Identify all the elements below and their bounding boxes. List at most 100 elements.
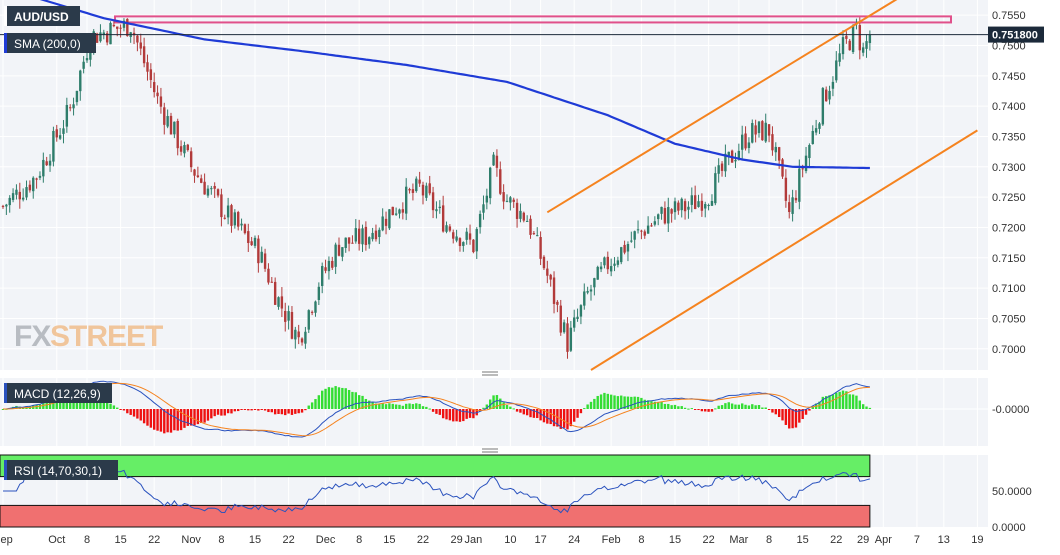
candle-body: [431, 192, 435, 211]
candle-body: [223, 217, 226, 219]
price-tick-label: 0.7050: [992, 313, 1026, 325]
candle-body: [596, 266, 599, 280]
candle-body: [284, 310, 287, 322]
macd-histogram-bar: [290, 409, 294, 415]
candle-body: [865, 41, 868, 49]
candle-body: [499, 169, 502, 194]
macd-histogram-bar: [616, 396, 620, 409]
candle-body: [216, 189, 220, 196]
candle-body: [620, 247, 623, 263]
macd-histogram-bar: [650, 401, 653, 409]
candle-body: [267, 268, 270, 283]
macd-histogram-bar: [633, 396, 636, 409]
time-tick-label: 22: [417, 534, 429, 546]
candle-body: [132, 32, 136, 36]
pane-resize-handle[interactable]: [482, 371, 498, 376]
time-tick-label: Dec: [316, 534, 336, 546]
macd-histogram-bar: [384, 404, 388, 409]
macd-histogram-bar: [69, 397, 72, 409]
candle-body: [791, 197, 794, 214]
candle-body: [277, 297, 280, 307]
candle-body: [825, 89, 828, 102]
macd-histogram-bar: [717, 405, 720, 409]
macd-histogram-bar: [798, 409, 801, 423]
candle-body: [835, 60, 838, 81]
rsi-legend-badge[interactable]: RSI (14,70,30,1): [4, 460, 118, 480]
candle-body: [455, 236, 458, 241]
candle-body: [99, 32, 102, 42]
logo-fx: FX: [14, 320, 51, 353]
macd-histogram-bar: [586, 404, 589, 409]
macd-histogram-bar: [804, 409, 808, 415]
macd-histogram-bar: [112, 405, 116, 409]
macd-histogram-bar: [626, 396, 630, 409]
candle-body: [193, 169, 196, 176]
candle-body: [294, 329, 297, 340]
macd-histogram-bar: [136, 409, 139, 419]
macd-histogram-bar: [294, 409, 297, 414]
candle-body: [307, 310, 310, 330]
macd-legend-badge[interactable]: MACD (12,26,9): [4, 383, 112, 403]
candle-body: [21, 197, 25, 200]
macd-histogram-bar: [253, 409, 257, 410]
macd-histogram-bar: [45, 402, 48, 409]
macd-histogram-bar: [431, 409, 435, 412]
macd-histogram-bar: [573, 409, 576, 422]
candle-body: [310, 311, 314, 313]
candle-body: [398, 209, 401, 214]
candle-body: [734, 160, 737, 162]
macd-histogram-bar: [341, 387, 344, 409]
macd-histogram-bar: [784, 409, 788, 425]
macd-histogram-bar: [381, 403, 384, 409]
macd-histogram-bar: [176, 409, 179, 431]
macd-histogram-bar: [314, 399, 317, 409]
candle-body: [85, 58, 89, 61]
macd-histogram-bar: [247, 409, 250, 411]
macd-histogram-bar: [599, 394, 603, 409]
time-tick-label: 17: [534, 534, 546, 546]
candle-body: [569, 327, 573, 351]
sma-legend-badge[interactable]: SMA (200,0): [4, 33, 96, 53]
trendline: [590, 129, 978, 371]
candle-body: [65, 104, 69, 127]
candle-body: [401, 209, 405, 213]
macd-histogram-bar: [606, 393, 609, 409]
candle-body: [169, 115, 173, 135]
macd-histogram-bar: [677, 406, 680, 409]
pane-resize-handle[interactable]: [482, 448, 498, 453]
macd-histogram-bar: [579, 409, 583, 414]
price-tick-label: 0.7250: [992, 192, 1026, 204]
candle-body: [714, 173, 717, 204]
candle-body: [576, 316, 579, 319]
fxstreet-logo: FX STREET: [14, 320, 164, 353]
candle-body: [697, 201, 700, 207]
candle-body: [519, 210, 522, 219]
symbol-badge[interactable]: AUD/USD: [4, 6, 80, 26]
macd-histogram-bar: [129, 409, 132, 415]
candle-body: [263, 253, 267, 269]
candle-body: [250, 241, 253, 246]
candle-body: [717, 165, 720, 174]
candle-body: [179, 146, 183, 152]
time-tick-label: 8: [638, 534, 644, 546]
candle-body: [428, 183, 431, 194]
candle-body: [660, 206, 663, 214]
candle-body: [421, 184, 425, 196]
macd-histogram-bar: [448, 409, 452, 421]
macd-histogram-bar: [260, 409, 263, 410]
macd-histogram-bar: [273, 409, 277, 415]
rsi-oversold-zone: [0, 504, 871, 528]
candle-body: [489, 167, 492, 199]
macd-histogram-bar: [845, 391, 848, 409]
macd-histogram-bar: [546, 409, 549, 424]
candle-body: [751, 123, 754, 143]
price-tick-label: 0.7150: [992, 253, 1026, 265]
macd-histogram-bar: [75, 397, 79, 409]
candle-body: [646, 225, 650, 234]
macd-histogram-bar: [368, 400, 371, 409]
macd-histogram-bar: [774, 409, 777, 415]
candle-body: [747, 142, 751, 149]
candle-body: [105, 33, 109, 43]
candle-body: [667, 207, 670, 224]
